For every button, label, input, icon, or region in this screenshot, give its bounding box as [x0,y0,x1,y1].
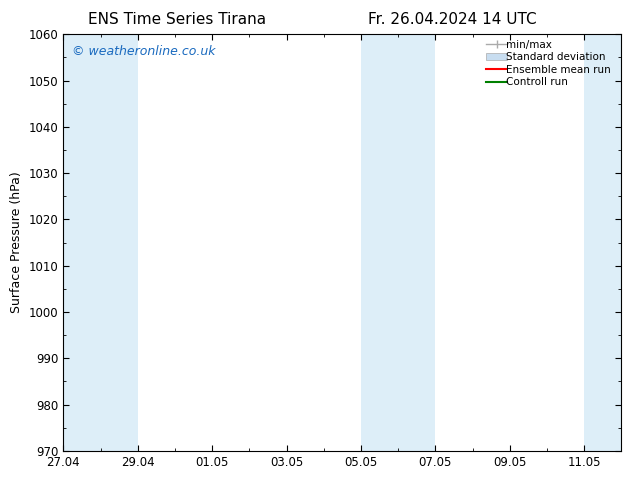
Y-axis label: Surface Pressure (hPa): Surface Pressure (hPa) [10,172,23,314]
Text: Fr. 26.04.2024 14 UTC: Fr. 26.04.2024 14 UTC [368,12,536,27]
Bar [398,34,436,451]
Legend: min/max, Standard deviation, Ensemble mean run, Controll run: min/max, Standard deviation, Ensemble me… [484,37,618,89]
Bar [361,34,398,451]
Text: © weatheronline.co.uk: © weatheronline.co.uk [72,45,216,58]
Bar [584,34,621,451]
Bar [63,34,101,451]
Bar [101,34,138,451]
Text: ENS Time Series Tirana: ENS Time Series Tirana [88,12,266,27]
